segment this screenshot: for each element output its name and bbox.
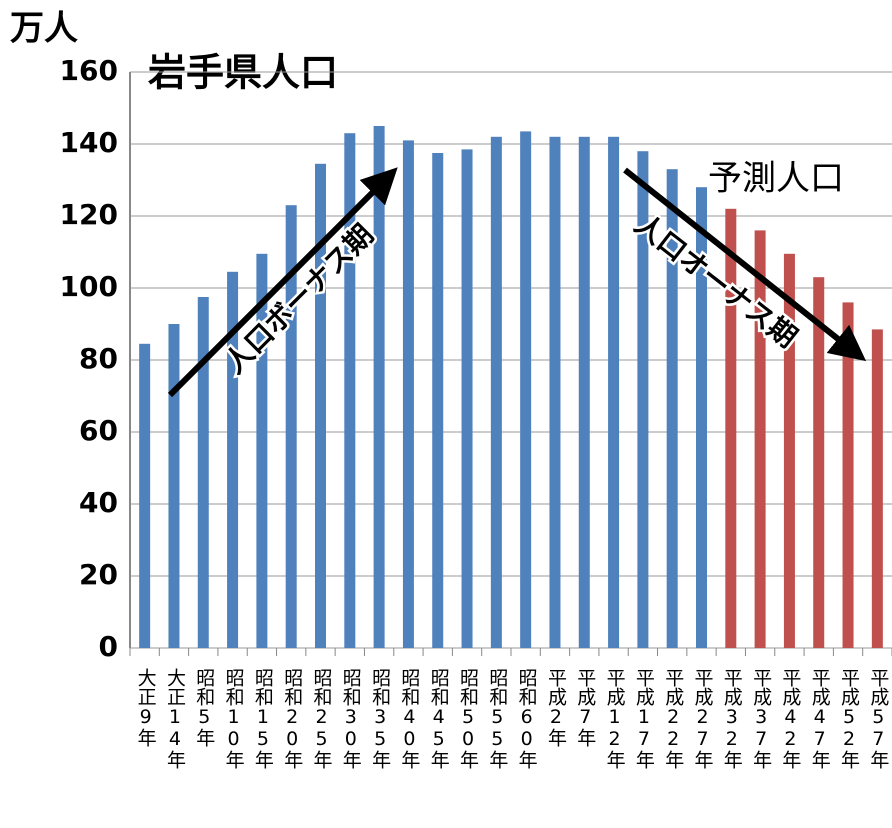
bar [725,208,737,649]
annotation: 予測人口 [708,159,844,199]
bar [256,253,268,649]
x-tick-label: 昭和10年 [222,668,245,769]
x-tick-label: 昭和15年 [251,668,274,769]
bar [696,187,707,648]
y-tick-label: 120 [60,198,118,231]
bar [490,136,502,649]
arrow [167,167,398,398]
bar [666,169,678,648]
y-tick-label: 0 [99,630,118,663]
bar [432,153,444,648]
x-tick-label: 平成37年 [750,668,773,769]
x-tick-label: 平成42年 [779,668,802,769]
bar [344,133,356,648]
bar [608,136,620,649]
y-tick-label: 40 [79,486,118,519]
y-tick-label: 100 [60,270,118,303]
x-tick-label: 昭和50年 [457,668,480,769]
x-tick-label: 平成32年 [720,668,743,769]
bar [139,343,151,648]
bar [197,297,209,648]
y-tick-label: 140 [60,126,118,159]
x-tick-label: 平成57年 [867,668,890,769]
y-tick-label: 20 [79,558,118,591]
bar [402,140,414,648]
bar [168,324,180,648]
bar [637,151,649,648]
bar [285,205,297,648]
x-tick-label: 昭和20年 [281,668,304,769]
x-tick-label: 大正14年 [163,668,186,769]
bar [578,136,590,649]
x-tick-label: 大正9年 [134,668,157,747]
y-tick-label: 60 [79,414,118,447]
bar [842,302,854,648]
x-tick-label: 平成17年 [632,668,655,769]
x-tick-label: 昭和5年 [193,668,216,747]
x-tick-label: 平成52年 [838,668,861,769]
bar [813,277,825,648]
bar [315,163,326,649]
x-tick-label: 平成47年 [808,668,831,769]
annotation: 人口オーナス期 [629,207,804,354]
x-tick-label: 昭和35年 [369,668,392,769]
bar [461,149,473,648]
bar [783,253,795,649]
x-tick-label: 昭和55年 [486,668,509,769]
bar [520,131,532,648]
bar [373,126,385,648]
bar [871,329,883,648]
x-tick-label: 平成2年 [544,668,567,747]
x-tick-label: 平成27年 [691,668,714,769]
annotation: 人口ボーナス期 [218,218,380,380]
bar [227,271,239,648]
x-tick-label: 昭和60年 [515,668,538,769]
x-tick-label: 平成22年 [662,668,685,769]
y-tick-label: 160 [60,54,118,87]
x-tick-label: 平成7年 [574,668,597,747]
x-tick-label: 昭和25年 [310,668,333,769]
x-tick-label: 平成12年 [603,668,626,769]
y-axis-label: 万人 [10,9,78,49]
y-tick-label: 80 [79,342,118,375]
x-tick-label: 昭和45年 [427,668,450,769]
bar [754,230,766,648]
x-tick-label: 昭和30年 [339,668,362,769]
x-tick-label: 昭和40年 [398,668,421,769]
bar [549,136,561,649]
arrow [623,167,867,362]
